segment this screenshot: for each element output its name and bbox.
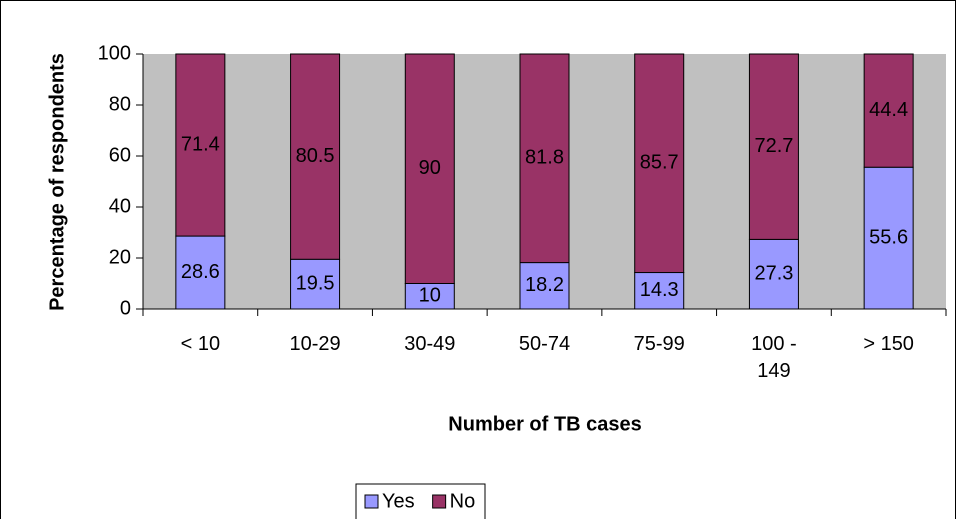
y-tick-label: 80	[109, 93, 131, 115]
bar-segment	[634, 53, 685, 274]
data-label: 90	[419, 157, 441, 179]
data-label: 55.6	[869, 226, 908, 248]
x-tick-label: 75-99	[633, 333, 685, 355]
data-label: 71.4	[181, 133, 220, 155]
y-axis-title: Percentage of respondents	[46, 53, 68, 311]
legend-swatch	[364, 494, 379, 509]
bar-segment	[748, 53, 799, 240]
y-tick-label: 60	[109, 144, 131, 166]
bar-segment	[748, 238, 799, 310]
legend-swatch	[432, 494, 447, 509]
x-tick-label: 30-49	[404, 333, 456, 355]
x-tick-label: 10-29	[289, 333, 341, 355]
y-tick-label: 100	[98, 42, 131, 64]
x-tick-label: < 10	[180, 333, 221, 355]
data-label: 10	[419, 285, 441, 307]
bar-segment	[290, 258, 341, 310]
bar-segment	[175, 53, 226, 237]
bar-segment	[519, 262, 570, 310]
bar-segment	[175, 235, 226, 310]
bar-segment	[863, 53, 914, 168]
data-label: 27.3	[754, 262, 793, 284]
y-tick-label: 0	[120, 297, 131, 319]
legend-label: Yes	[382, 490, 415, 512]
bar-segment	[404, 283, 455, 310]
x-tick-label: > 150	[863, 333, 914, 355]
legend-label: No	[450, 490, 476, 512]
y-tick-label: 40	[109, 195, 131, 217]
y-tick-label: 20	[109, 246, 131, 268]
bar-segment	[404, 53, 455, 284]
data-label: 44.4	[869, 99, 908, 121]
x-axis-title: Number of TB cases	[448, 413, 641, 435]
data-label: 80.5	[296, 145, 335, 167]
data-label: 85.7	[640, 152, 679, 174]
bar-segment	[519, 53, 570, 264]
data-label: 28.6	[181, 261, 220, 283]
bar-segment	[863, 166, 914, 310]
data-label: 81.8	[525, 147, 564, 169]
x-tick-label: 100 - 149	[751, 333, 797, 382]
bar-segment	[634, 272, 685, 310]
data-label: 72.7	[754, 135, 793, 157]
data-label: 19.5	[296, 272, 335, 294]
x-tick-label: 50-74	[518, 333, 571, 355]
data-label: 14.3	[640, 279, 679, 301]
bar-segment	[290, 53, 341, 260]
data-label: 18.2	[525, 274, 564, 296]
